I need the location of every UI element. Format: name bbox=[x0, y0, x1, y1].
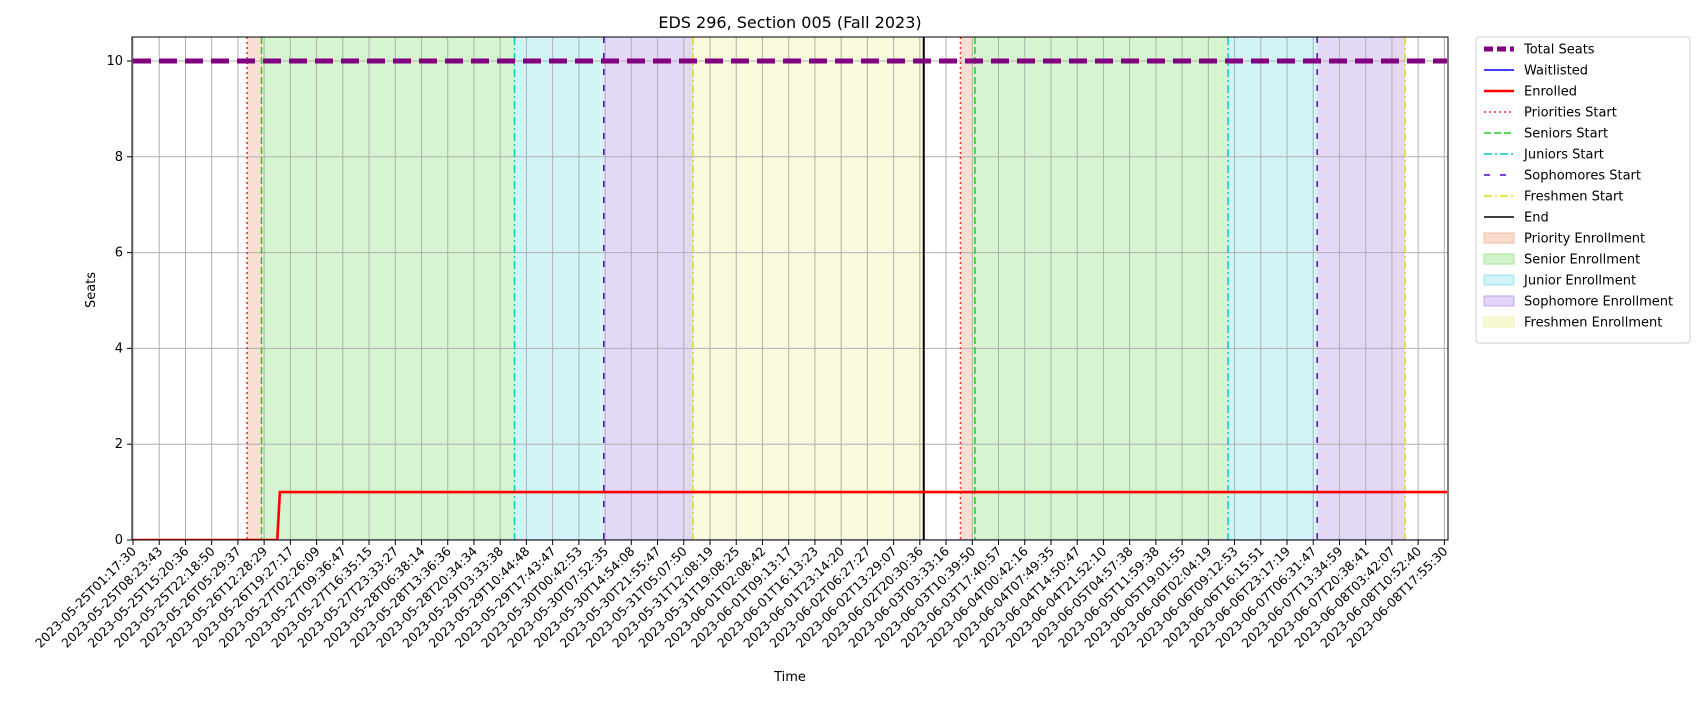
legend: Total Seats Waitlisted Enrolled Priorities … bbox=[1475, 36, 1691, 344]
y-tick-label: 6 bbox=[115, 246, 123, 261]
y-tick-label: 10 bbox=[106, 54, 123, 69]
legend-label: Sophomore Enrollment bbox=[1524, 295, 1673, 310]
legend-label: End bbox=[1524, 211, 1549, 226]
legend-swatch bbox=[1483, 253, 1515, 265]
plot-area: 02468102023-05-25T01:17:302023-05-25T08:… bbox=[32, 36, 1451, 651]
span-priority-enrollment bbox=[960, 37, 975, 540]
span-senior-enrollment bbox=[261, 37, 515, 540]
plot-frame bbox=[131, 36, 1449, 541]
y-tick-label: 2 bbox=[115, 437, 123, 452]
span-junior-enrollment bbox=[1228, 37, 1318, 540]
legend-label: Total Seats bbox=[1523, 43, 1595, 58]
legend-label: Enrolled bbox=[1524, 85, 1577, 100]
x-axis-label: Time bbox=[773, 670, 806, 685]
span-priority-enrollment bbox=[247, 37, 262, 540]
legend-box bbox=[1475, 36, 1691, 344]
legend-label: Juniors Start bbox=[1523, 148, 1604, 163]
span-junior-enrollment bbox=[514, 37, 604, 540]
legend-label: Junior Enrollment bbox=[1523, 274, 1636, 289]
legend-label: Seniors Start bbox=[1524, 127, 1608, 142]
legend-label: Senior Enrollment bbox=[1524, 253, 1640, 268]
span-freshmen-enrollment bbox=[692, 37, 924, 540]
legend-label: Freshmen Start bbox=[1524, 190, 1623, 205]
legend-label: Priority Enrollment bbox=[1524, 232, 1645, 247]
legend-swatch bbox=[1483, 232, 1515, 244]
y-axis-label: Seats bbox=[84, 272, 99, 308]
span-senior-enrollment bbox=[974, 37, 1228, 540]
y-tick-label: 4 bbox=[115, 341, 123, 356]
legend-label: Waitlisted bbox=[1524, 64, 1588, 79]
series-enrolled bbox=[133, 490, 1447, 540]
span-sophomore-enrollment bbox=[1317, 37, 1406, 540]
legend-swatch bbox=[1483, 274, 1515, 286]
legend-swatch bbox=[1483, 316, 1515, 328]
y-tick-label: 0 bbox=[115, 533, 123, 548]
legend-label: Freshmen Enrollment bbox=[1524, 316, 1662, 331]
span-sophomore-enrollment bbox=[603, 37, 693, 540]
legend-label: Sophomores Start bbox=[1524, 169, 1641, 184]
chart-title: EDS 296, Section 005 (Fall 2023) bbox=[658, 13, 921, 32]
y-tick-label: 8 bbox=[115, 150, 123, 165]
legend-swatch bbox=[1483, 295, 1515, 307]
legend-label: Priorities Start bbox=[1524, 106, 1617, 121]
plot-inner bbox=[132, 37, 1448, 540]
